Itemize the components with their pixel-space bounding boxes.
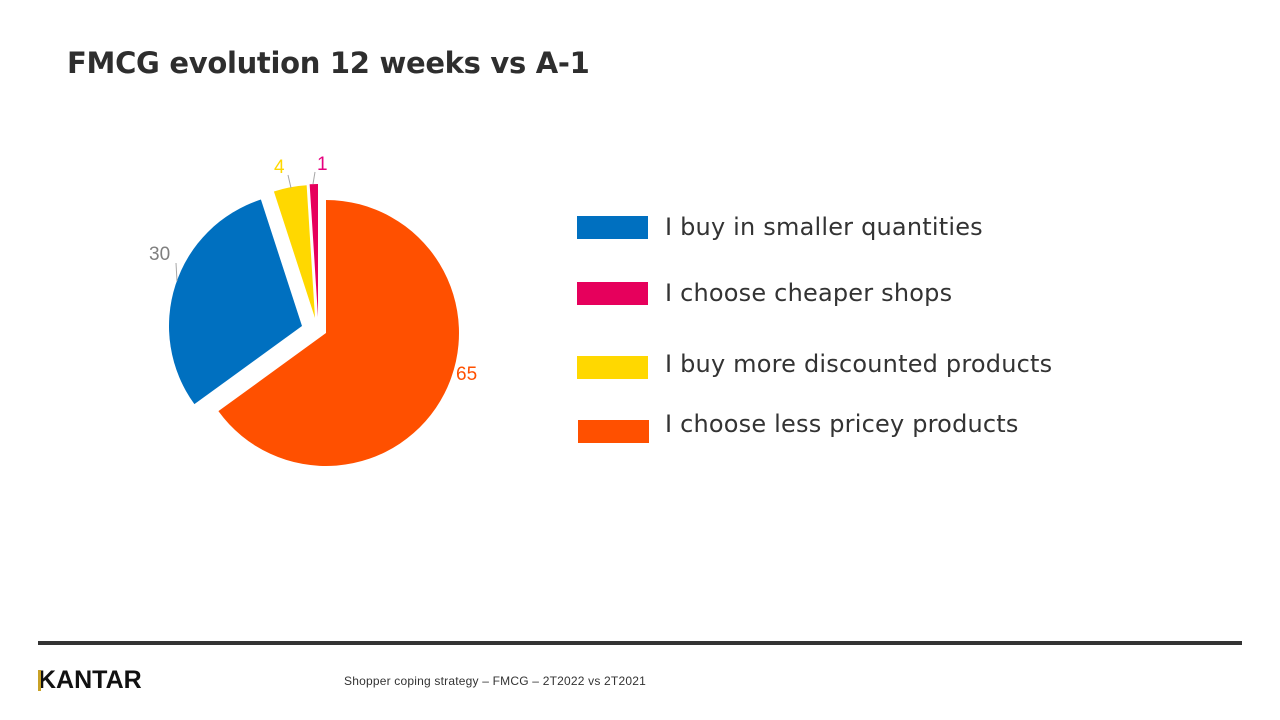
logo-text: KANTAR (38, 666, 142, 694)
legend-swatch-blue (577, 216, 648, 239)
data-label-discounted: 4 (274, 157, 285, 178)
legend-swatch-pink (577, 282, 648, 305)
legend-swatch-yellow (577, 356, 648, 379)
legend-label: I buy more discounted products (665, 350, 1053, 378)
pie-slice-smaller-quantities (168, 199, 302, 405)
legend-label: I choose less pricey products (665, 410, 1019, 438)
data-label-smaller-quantities: 30 (149, 244, 171, 265)
legend-label: I choose cheaper shops (665, 279, 953, 307)
logo-accent-bar (38, 670, 41, 691)
legend-swatch-orange (578, 420, 649, 443)
footer-source-note: Shopper coping strategy – FMCG – 2T2022 … (344, 674, 646, 688)
footer-divider (38, 641, 1242, 645)
slide-title: FMCG evolution 12 weeks vs A-1 (67, 46, 590, 80)
pie-slice-discounted (273, 185, 315, 318)
data-label-less-pricey: 65 (456, 364, 478, 385)
leader-line-blue (175, 262, 178, 282)
kantar-logo: KANTAR (38, 668, 142, 693)
legend-label: I buy in smaller quantities (665, 213, 983, 241)
pie-slice-cheaper-shops (309, 184, 318, 317)
data-label-cheaper-shops: 1 (317, 154, 328, 175)
pie-slice-less-pricey (218, 200, 459, 467)
leader-line-yellow (287, 174, 292, 189)
leader-line-pink (312, 171, 316, 185)
